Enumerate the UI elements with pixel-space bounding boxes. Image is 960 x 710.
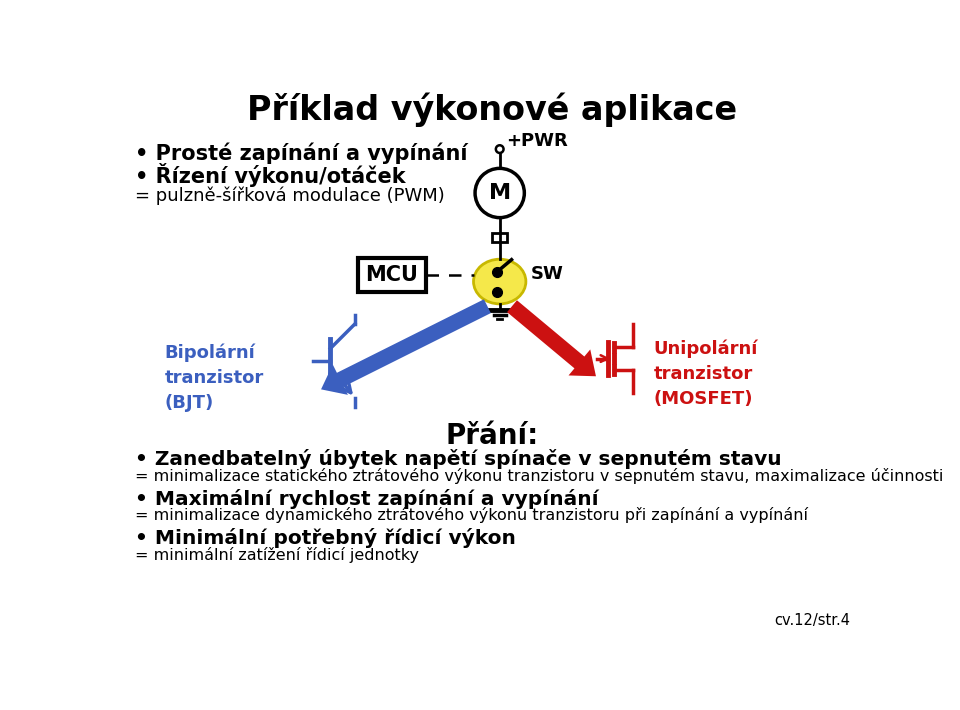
Text: = minimální zatížení řídicí jednotky: = minimální zatížení řídicí jednotky xyxy=(134,547,419,563)
Text: • Minimální potřebný řídicí výkon: • Minimální potřebný řídicí výkon xyxy=(134,528,516,548)
Text: Příklad výkonové aplikace: Příklad výkonové aplikace xyxy=(247,92,737,127)
Text: • Řízení výkonu/otáček: • Řízení výkonu/otáček xyxy=(134,163,405,187)
Text: Bipolární
tranzistor
(BJT): Bipolární tranzistor (BJT) xyxy=(165,343,264,412)
Text: • Prosté zapínání a vypínání: • Prosté zapínání a vypínání xyxy=(134,142,468,164)
Text: • Zanedbatelný úbytek napětí spínače v sepnutém stavu: • Zanedbatelný úbytek napětí spínače v s… xyxy=(134,449,781,469)
Bar xyxy=(358,258,426,293)
Ellipse shape xyxy=(473,259,526,304)
Text: = pulzně-šířková modulace (PWM): = pulzně-šířková modulace (PWM) xyxy=(134,186,444,204)
Text: Přání:: Přání: xyxy=(445,422,539,449)
Text: +PWR: +PWR xyxy=(506,131,567,150)
Polygon shape xyxy=(321,300,491,395)
Text: • Maximální rychlost zapínání a vypínání: • Maximální rychlost zapínání a vypínání xyxy=(134,488,598,508)
Polygon shape xyxy=(507,300,596,376)
Bar xyxy=(492,233,508,242)
Text: = minimalizace statického ztrátového výkonu tranzistoru v sepnutém stavu, maxima: = minimalizace statického ztrátového výk… xyxy=(134,469,943,484)
Text: = minimalizace dynamického ztrátového výkonu tranzistoru při zapínání a vypínání: = minimalizace dynamického ztrátového vý… xyxy=(134,507,807,523)
Circle shape xyxy=(475,168,524,218)
Text: M: M xyxy=(489,183,511,203)
Text: Unipolární
tranzistor
(MOSFET): Unipolární tranzistor (MOSFET) xyxy=(654,339,758,408)
Text: SW: SW xyxy=(531,265,564,283)
Text: MCU: MCU xyxy=(366,266,419,285)
Text: cv.12/str.4: cv.12/str.4 xyxy=(774,613,850,628)
